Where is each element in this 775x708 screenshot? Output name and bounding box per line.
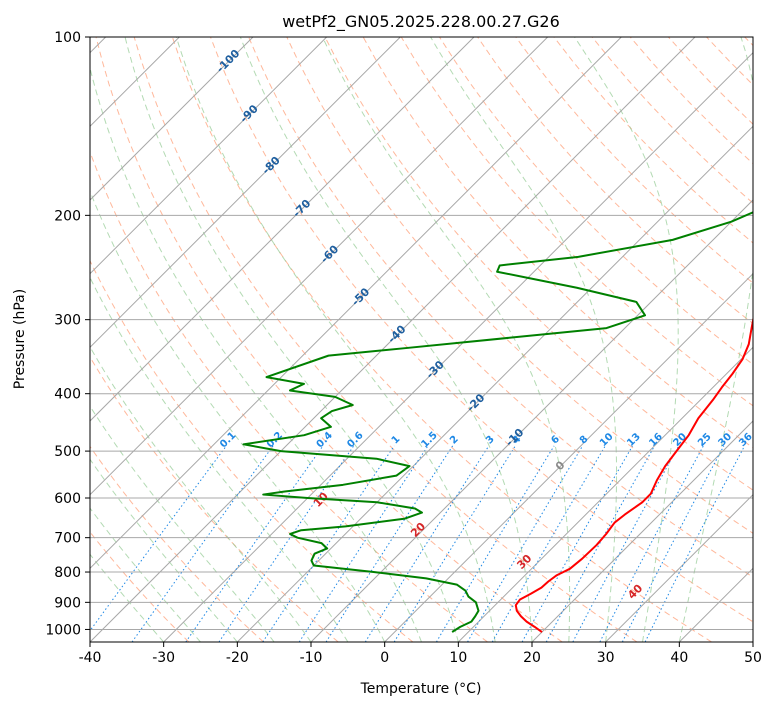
x-tick-label: 30 [597, 650, 615, 666]
x-tick-label: -30 [152, 650, 175, 666]
moist-adiabat-line [124, 37, 459, 642]
moist-adiabat-line [574, 37, 679, 642]
mixing-ratio-line [435, 445, 555, 642]
y-tick-label: 1000 [45, 622, 81, 638]
isobars [90, 37, 753, 630]
mixing-ratio-line [298, 445, 429, 642]
mixing-ratio-lines [90, 445, 745, 642]
x-tick-label: -20 [226, 650, 249, 666]
dry-adiabat-line [515, 37, 753, 284]
dry-adiabat-line [210, 37, 753, 623]
mixing-ratio-line [131, 445, 274, 642]
mixing-ratio-line [262, 445, 395, 642]
isotherm-line [163, 51, 753, 642]
isotherm-line [90, 37, 254, 201]
plot-area: 0.1 0.2 0.4 0.6 1 1.5 2 3 4 6 8 10 13 16 20 25 30 36 -100… [90, 37, 753, 642]
dry-adiabat-line [90, 445, 264, 642]
moist-adiabat-line [239, 37, 533, 642]
mixing-ratio-line [467, 445, 584, 642]
isotherm-line [90, 37, 549, 496]
dry-adiabat-line [133, 37, 638, 642]
y-tick-label: 100 [54, 30, 81, 46]
moist-adiabat-line [90, 507, 201, 642]
x-tick-label: 10 [449, 650, 467, 666]
y-tick-label: 900 [54, 595, 81, 611]
y-tick-label: 500 [54, 444, 81, 460]
x-tick-label: 40 [670, 650, 688, 666]
x-tick-label: 0 [380, 650, 389, 666]
y-tick-label: 400 [54, 387, 81, 403]
dewpoint-profile-line [242, 211, 753, 633]
y-tick-label: 300 [54, 313, 81, 329]
moist-adiabat-line [175, 37, 496, 642]
chart-title: wetPf2_GN05.2025.228.00.27.G26 [282, 12, 560, 32]
mixing-ratio-line [393, 445, 516, 642]
moist-adiabat-line [90, 276, 349, 642]
temperature-profile-line [514, 315, 753, 633]
y-axis-label: Pressure (hPa) [12, 289, 28, 389]
isotherm-line [90, 37, 401, 349]
mixing-ratio-line [218, 445, 355, 642]
x-tick-label: -10 [300, 650, 323, 666]
x-axis-label: Temperature (°C) [360, 681, 482, 697]
isotherm-line [531, 420, 753, 642]
plot-frame [89, 36, 754, 643]
mixing-ratio-line [521, 445, 633, 642]
y-axis: 1000 900 800 700 600 500 400 300 200 100 [45, 30, 90, 638]
mixing-ratio-line [545, 445, 656, 642]
isotherm-line [310, 199, 753, 642]
moist-adiabat-line [90, 405, 275, 642]
x-tick-label: 50 [744, 650, 762, 666]
moist-adiabat-line [430, 37, 618, 642]
moist-adiabat-line [90, 189, 386, 642]
isotherm-line [90, 37, 622, 570]
dry-adiabat-line [248, 37, 753, 578]
y-tick-label: 700 [54, 531, 81, 547]
moist-adiabat-line [90, 458, 238, 642]
y-tick-label: 600 [54, 491, 81, 507]
isotherm-line [90, 37, 475, 422]
mixing-ratio-line [364, 445, 490, 642]
dry-adiabat-line [324, 37, 753, 491]
x-tick-label: 20 [523, 650, 541, 666]
x-axis: -40 -30 -20 -10 0 10 20 30 40 50 [79, 642, 762, 666]
dry-adiabat-line [95, 37, 563, 642]
moist-adiabat-line [322, 37, 571, 642]
mixing-ratio-line [621, 445, 725, 642]
dry-adiabat-line [171, 37, 712, 642]
mixing-ratio-line [325, 445, 454, 642]
x-tick-label: -40 [79, 650, 102, 666]
isotherm-line [90, 37, 328, 275]
y-tick-label: 800 [54, 565, 81, 581]
isotherm-line [236, 125, 753, 642]
y-tick-label: 200 [54, 208, 81, 224]
isotherm-line [457, 346, 753, 642]
dry-adiabats [90, 37, 753, 642]
dry-adiabat-line [286, 37, 753, 534]
moist-adiabat-line [90, 553, 165, 642]
isotherm-line [90, 37, 696, 642]
profiles [242, 211, 753, 633]
moist-adiabat-line [678, 37, 753, 642]
isotherm-line [605, 493, 753, 642]
dry-adiabat-line [90, 356, 339, 642]
mixing-ratio-line [644, 445, 745, 642]
isotherms [90, 37, 753, 642]
dry-adiabat-line [90, 259, 414, 642]
isotherm-line [384, 272, 753, 642]
